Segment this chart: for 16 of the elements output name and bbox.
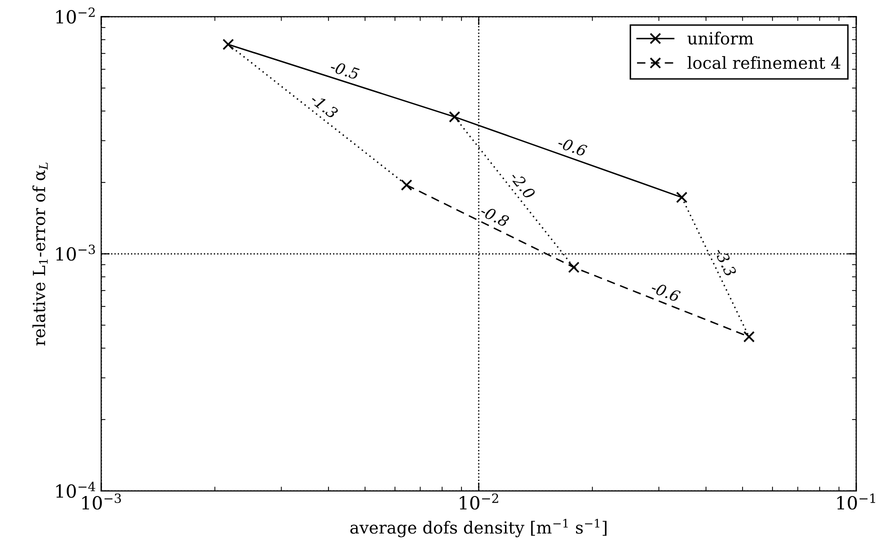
- legend-label: uniform: [687, 32, 754, 45]
- annotation: -0.5: [330, 60, 360, 80]
- annotation: -2.0: [509, 170, 536, 200]
- annotation: -3.3: [714, 246, 737, 278]
- legend-label: local refinement 4: [688, 56, 840, 70]
- annotation: -0.6: [650, 281, 681, 302]
- annotation: -0.6: [556, 136, 588, 157]
- annotation: -1.3: [310, 92, 339, 120]
- x-tick-label: 10$^{−1}$: [837, 493, 876, 510]
- y-tick-label: 10$^{−3}$: [56, 244, 95, 261]
- y-tick-label: 10$^{−2}$: [56, 7, 95, 24]
- x-tick-label: 10$^{−3}$: [82, 493, 121, 510]
- x-tick-label: 10$^{−2}$: [460, 493, 498, 510]
- y-axis-title: relative L$_{1}$-error of α$_{L}$: [32, 162, 48, 346]
- annotation: -0.8: [479, 204, 510, 228]
- x-axis-title: average dofs density [m$^{−1}$ s$^{−1}$]: [350, 518, 606, 538]
